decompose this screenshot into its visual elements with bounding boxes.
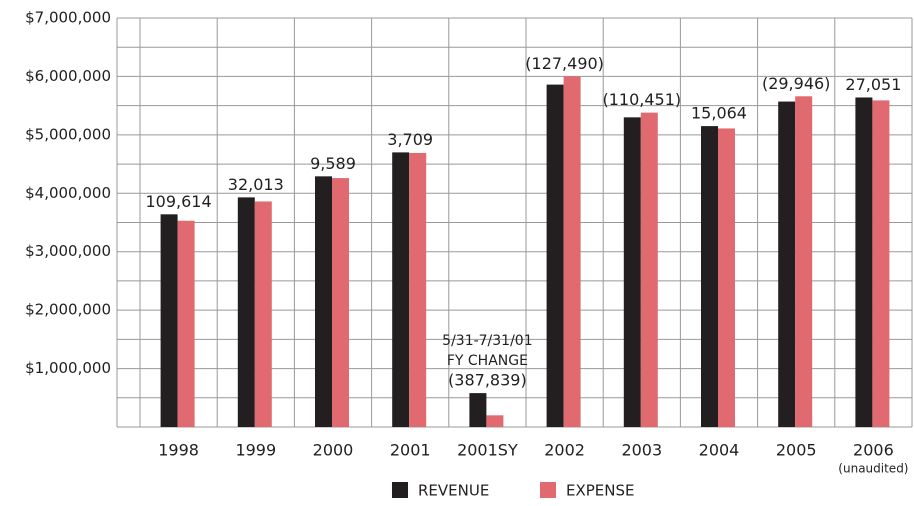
y-tick-label: $4,000,000 <box>25 184 111 202</box>
bar <box>254 201 272 427</box>
bar-label: 32,013 <box>228 175 284 194</box>
bar <box>623 117 641 427</box>
x-tick-label: 2004 <box>699 441 740 460</box>
bar <box>855 97 873 427</box>
bar <box>718 128 735 427</box>
y-tick-label: $3,000,000 <box>25 242 111 260</box>
y-tick-label: $6,000,000 <box>25 67 111 85</box>
bar <box>795 96 813 428</box>
bar-label: (387,839) <box>448 371 527 390</box>
bar-label: (110,451) <box>602 90 681 109</box>
bar <box>546 84 564 427</box>
bar <box>778 101 796 427</box>
bar <box>237 197 255 427</box>
fy-change-note: FY CHANGE <box>447 353 528 369</box>
bar <box>701 126 718 427</box>
y-tick-label: $5,000,000 <box>25 125 111 143</box>
bar <box>640 112 658 427</box>
bar <box>332 178 349 427</box>
bar <box>486 415 504 427</box>
bar <box>177 220 195 427</box>
bar-label: 15,064 <box>691 104 747 123</box>
legend-label: REVENUE <box>418 482 489 500</box>
legend-label: EXPENSE <box>566 482 635 500</box>
bar-label: 27,051 <box>845 75 901 94</box>
bar <box>469 393 487 427</box>
x-tick-label: 2000 <box>313 441 354 460</box>
x-tick-label: 2001 <box>390 441 431 460</box>
legend-swatch <box>392 482 408 498</box>
fy-change-note: 5/31-7/31/01 <box>442 333 532 349</box>
x-tick-label: 2001SY <box>457 441 518 460</box>
bar <box>563 76 581 427</box>
y-tick-label: $2,000,000 <box>25 301 111 319</box>
y-tick-label: $1,000,000 <box>25 359 111 377</box>
bar <box>392 152 410 427</box>
x-tick-label: 1999 <box>235 441 276 460</box>
bar <box>409 152 427 427</box>
bar-label: 109,614 <box>146 192 212 211</box>
x-tick-label: 2006 <box>853 441 894 460</box>
legend-swatch <box>540 482 556 498</box>
bar-label: (29,946) <box>762 74 830 93</box>
category-note: (unaudited) <box>838 462 908 476</box>
bar-label: 3,709 <box>387 130 433 149</box>
x-tick-label: 2003 <box>621 441 662 460</box>
y-tick-label: $7,000,000 <box>25 9 111 27</box>
bar-label: 9,589 <box>310 154 356 173</box>
x-tick-label: 1998 <box>158 441 199 460</box>
bar <box>872 100 890 428</box>
x-tick-label: 2005 <box>776 441 817 460</box>
bar <box>315 176 332 427</box>
x-tick-label: 2002 <box>544 441 585 460</box>
bar-label: (127,490) <box>525 54 604 73</box>
bar <box>160 214 178 427</box>
